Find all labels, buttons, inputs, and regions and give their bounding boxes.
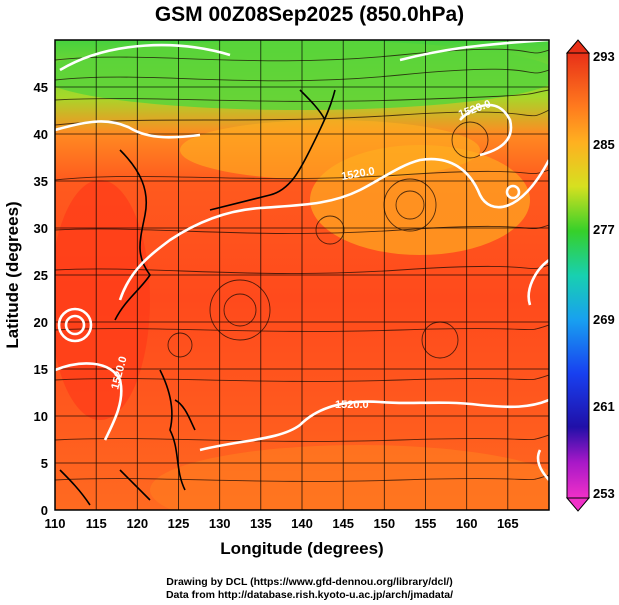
x-axis-title: Longitude (degrees) <box>220 539 383 558</box>
map-grid <box>55 40 549 510</box>
x-tick-label: 155 <box>415 516 437 531</box>
x-tick-label: 120 <box>126 516 148 531</box>
x-tick-label: 140 <box>291 516 313 531</box>
y-tick-label: 40 <box>34 127 48 142</box>
y-tick-label: 20 <box>34 315 48 330</box>
y-tick-label: 30 <box>34 221 48 236</box>
credits-data-source: Data from http://database.rish.kyoto-u.a… <box>165 589 454 601</box>
x-tick-label: 125 <box>168 516 190 531</box>
colorbar-tick-label: 269 <box>593 312 615 327</box>
y-tick-label: 45 <box>34 80 48 95</box>
cool-region-south <box>150 445 549 510</box>
x-tick-label: 115 <box>86 516 107 531</box>
colorbar-tick-label: 277 <box>593 222 615 237</box>
map-frame <box>54 39 550 511</box>
y-tick-label: 10 <box>34 409 48 424</box>
colorbar-bottom-arrow <box>565 497 591 512</box>
x-tick-label: 150 <box>373 516 395 531</box>
x-axis: 110 115 120 125 130 135 140 145 150 155 … <box>45 516 519 531</box>
coastlines <box>59 89 336 506</box>
x-tick-label: 110 <box>45 516 66 531</box>
y-tick-label: 0 <box>41 503 48 518</box>
y-tick-label: 25 <box>34 268 48 283</box>
colorbar-tick-label: 253 <box>593 486 615 501</box>
x-tick-label: 135 <box>250 516 272 531</box>
warm-region-west <box>55 180 150 420</box>
credits-drawing: Drawing by DCL (https://www.gfd-dennou.o… <box>166 576 453 588</box>
cool-region-mid <box>180 120 480 180</box>
y-tick-label: 5 <box>41 456 48 471</box>
y-axis-title: Latitude (degrees) <box>3 201 22 348</box>
colorbar-top-arrow <box>565 39 591 54</box>
x-tick-label: 130 <box>209 516 231 531</box>
y-tick-label: 15 <box>34 362 48 377</box>
plot-title: GSM 00Z08Sep2025 (850.0hPa) <box>154 3 465 26</box>
credits: Drawing by DCL (https://www.gfd-dennou.o… <box>0 576 619 602</box>
colorbar-tick-label: 261 <box>593 399 615 414</box>
y-tick-label: 35 <box>34 174 48 189</box>
map-figure: 1520.0 1520.0 1520.0 1520.0 110 115 120 … <box>3 39 615 558</box>
x-tick-label: 165 <box>497 516 519 531</box>
y-axis: 0 5 10 15 20 25 30 35 40 45 <box>34 80 48 518</box>
colorbar-tick-label: 293 <box>593 49 615 64</box>
colorbar-tick-label: 285 <box>593 137 615 152</box>
contour-label: 1520.0 <box>335 399 369 411</box>
colorbar-scale <box>566 52 590 499</box>
colorbar: 293 285 277 269 261 253 <box>565 39 615 512</box>
height-contours <box>55 40 549 481</box>
x-tick-label: 160 <box>456 516 478 531</box>
x-tick-label: 145 <box>332 516 354 531</box>
contour-label: 1520.0 <box>340 165 375 183</box>
